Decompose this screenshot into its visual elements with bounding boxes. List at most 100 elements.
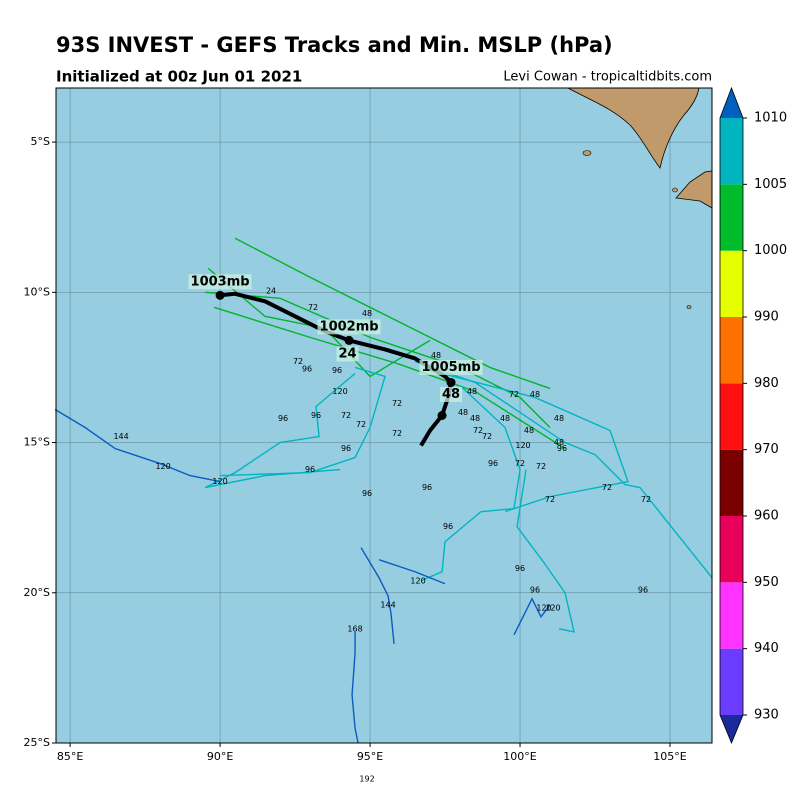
hour-label: 96	[362, 489, 372, 498]
colorbar-label: 1010	[754, 111, 787, 126]
ocean	[56, 88, 712, 743]
x-tick-label: 90°E	[207, 750, 233, 763]
hour-label: 120	[212, 477, 227, 486]
hour-label: 48	[431, 351, 441, 360]
hour-label: 72	[293, 357, 303, 366]
hour-label: 72	[392, 429, 402, 438]
hour-label: 144	[113, 432, 128, 441]
colorbar-label: 1000	[754, 243, 787, 258]
island	[672, 187, 678, 193]
credit: Levi Cowan - tropicaltidbits.com	[503, 70, 712, 85]
colorbar-label: 1005	[754, 177, 787, 192]
colorbar-label: 980	[754, 376, 779, 391]
hour-label: 96	[488, 459, 498, 468]
colorbar-under	[720, 715, 743, 743]
label-box	[439, 386, 463, 402]
colorbar-label: 940	[754, 641, 779, 656]
hour-label: 72	[545, 495, 555, 504]
mean-label: 1005mb	[422, 360, 481, 375]
hour-label: 144	[380, 600, 395, 609]
x-tick-label: 100°E	[503, 750, 536, 763]
hour-label: 72	[473, 426, 483, 435]
hour-label: 48	[554, 438, 564, 447]
mean-label: 1002mb	[320, 319, 379, 334]
hour-label: 96	[302, 364, 312, 373]
land	[567, 87, 700, 169]
hour-label: 72	[602, 483, 612, 492]
y-tick-label: 25°S	[24, 736, 50, 749]
island	[582, 150, 592, 156]
chart-subtitle: Initialized at 00z Jun 01 2021	[56, 68, 302, 86]
label-box	[419, 359, 483, 375]
hour-label: 48	[524, 426, 534, 435]
x-tick-label: 85°E	[57, 750, 83, 763]
mean-label: 48	[442, 387, 460, 402]
hour-label: 48	[470, 414, 480, 423]
member-track	[234, 237, 551, 390]
hour-label: 72	[515, 459, 525, 468]
mean-point	[437, 411, 447, 420]
label-box	[188, 274, 252, 290]
hour-label: 48	[530, 390, 540, 399]
mean-point	[446, 377, 456, 387]
hour-label: 120	[515, 441, 530, 450]
colorbar-label: 970	[754, 442, 779, 457]
colorbar-label: 990	[754, 310, 779, 325]
member-track	[429, 369, 629, 513]
member-track	[378, 559, 446, 585]
hour-label: 72	[341, 411, 351, 420]
colorbar-band	[720, 516, 743, 583]
hour-label: 96	[515, 564, 525, 573]
label-box	[336, 346, 359, 362]
hour-label: 96	[557, 444, 567, 453]
hour-label: 96	[341, 444, 351, 453]
colorbar-band	[720, 582, 743, 649]
member-track	[513, 597, 551, 636]
hour-label: 48	[362, 309, 372, 318]
hour-label: 96	[422, 483, 432, 492]
x-tick-label: 95°E	[357, 750, 383, 763]
hour-label: 120	[332, 387, 347, 396]
y-tick-label: 15°S	[24, 436, 50, 449]
hour-label: 72	[509, 390, 519, 399]
hour-label: 96	[311, 411, 321, 420]
y-tick-label: 5°S	[31, 135, 50, 148]
hour-label: 120	[410, 576, 425, 585]
member-track	[420, 384, 521, 582]
hour-label: 192	[359, 775, 374, 784]
hour-label: 96	[638, 585, 648, 594]
island	[686, 305, 692, 309]
colorbar-band	[720, 383, 743, 450]
y-tick-label: 20°S	[24, 586, 50, 599]
hour-label: 96	[278, 414, 288, 423]
chart-title: 93S INVEST - GEFS Tracks and Min. MSLP (…	[56, 33, 613, 57]
hour-label: 168	[347, 624, 362, 633]
member-track	[516, 469, 575, 633]
hour-label: 24	[266, 286, 276, 295]
hour-label: 96	[305, 465, 315, 474]
hour-label: 72	[356, 420, 366, 429]
colorbar-band	[720, 317, 743, 384]
hour-label: 48	[500, 414, 510, 423]
hour-label: 48	[458, 408, 468, 417]
colorbar-label: 950	[754, 575, 779, 590]
x-tick-label: 105°E	[653, 750, 686, 763]
hour-label: 72	[482, 432, 492, 441]
hour-label: 96	[332, 366, 342, 375]
member-track	[204, 372, 356, 489]
hour-label: 48	[554, 414, 564, 423]
hour-label: 96	[530, 585, 540, 594]
colorbar-band	[720, 118, 743, 185]
hour-label: 72	[536, 462, 546, 471]
colorbar-label: 960	[754, 509, 779, 524]
hour-label: 120	[155, 462, 170, 471]
member-track	[351, 631, 359, 744]
mean-label: 24	[339, 346, 357, 361]
colorbar-band	[720, 250, 743, 317]
hour-label: 96	[443, 522, 453, 531]
member-track	[213, 306, 566, 450]
colorbar-label: 930	[754, 708, 779, 723]
hour-label: 72	[641, 495, 651, 504]
y-tick-label: 10°S	[24, 285, 50, 298]
